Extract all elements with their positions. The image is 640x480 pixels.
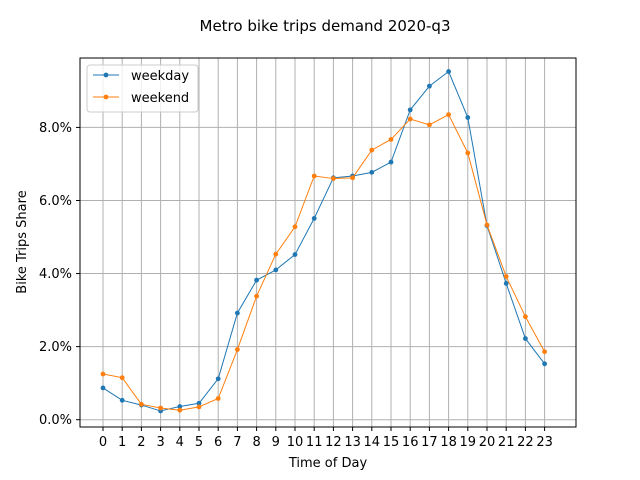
data-point-weekend: [523, 314, 528, 320]
data-point-weekday: [215, 376, 221, 382]
x-tick-label: 4: [176, 435, 184, 450]
x-tick-label: 13: [344, 435, 361, 450]
data-point-weekend: [292, 224, 298, 230]
data-point-weekend: [235, 347, 240, 352]
y-tick-label: 2.0%: [39, 340, 72, 355]
y-tick-label: 6.0%: [39, 194, 72, 209]
legend-label-weekend: weekend: [131, 91, 189, 106]
data-point-weekday: [523, 336, 528, 341]
data-point-weekday: [427, 83, 432, 89]
x-tick-label: 15: [383, 435, 400, 450]
data-point-weekend: [503, 274, 509, 279]
x-tick-label: 1: [118, 435, 126, 450]
x-tick-label: 7: [233, 435, 241, 450]
grid-lines: [80, 58, 576, 427]
data-point-weekend: [254, 293, 259, 299]
x-tick-label: 17: [421, 435, 438, 450]
x-tick-label: 12: [325, 435, 342, 450]
data-point-weekday: [254, 277, 259, 283]
y-axis-title: Bike Trips Share: [15, 190, 30, 293]
x-tick-label: 6: [214, 435, 222, 450]
data-point-weekday: [119, 397, 125, 403]
data-point-weekend: [542, 349, 547, 355]
plot-frame: [79, 57, 577, 428]
legend-marker-weekday: [103, 72, 109, 78]
data-point-weekday: [311, 215, 317, 221]
data-point-weekend: [311, 173, 317, 179]
data-point-weekend: [465, 150, 471, 156]
x-tick-label: 10: [287, 435, 304, 450]
x-tick-label: 21: [498, 435, 515, 450]
data-point-weekend: [158, 405, 164, 411]
data-point-weekend: [196, 404, 202, 410]
x-axis-title: Time of Day: [288, 456, 368, 471]
y-tick-label: 8.0%: [39, 121, 72, 136]
x-tick-label: 2: [137, 435, 145, 450]
x-tick-label: 16: [402, 435, 419, 450]
data-point-weekday: [292, 252, 298, 257]
x-tick-label: 0: [99, 435, 107, 450]
data-point-weekday: [369, 169, 375, 175]
data-point-weekday: [503, 281, 509, 286]
y-tick-label: 4.0%: [39, 267, 72, 282]
series-line-weekend: [102, 113, 546, 411]
data-point-weekend: [388, 137, 394, 142]
x-tick-label: 9: [272, 435, 280, 450]
x-tick-label: 5: [195, 435, 203, 450]
data-point-weekend: [446, 112, 451, 118]
data-point-weekday: [446, 69, 451, 74]
data-point-weekend: [273, 251, 279, 257]
data-point-weekday: [407, 107, 413, 113]
legend: weekday weekend: [86, 64, 199, 113]
series-layer: [100, 69, 547, 414]
data-point-weekday: [388, 159, 394, 165]
data-point-weekend: [139, 401, 144, 407]
x-tick-label: 18: [440, 435, 457, 450]
data-point-weekend: [484, 222, 490, 228]
data-point-weekend: [177, 407, 183, 413]
legend-marker-weekend: [103, 94, 109, 100]
x-tick-label: 23: [536, 435, 553, 450]
data-point-weekend: [369, 147, 375, 153]
data-point-weekday: [196, 400, 202, 406]
x-tick-label: 11: [306, 435, 323, 450]
series-line-weekday: [102, 70, 545, 412]
data-point-weekend: [331, 176, 336, 181]
data-point-weekend: [427, 122, 432, 128]
x-tick-label: 20: [479, 435, 496, 450]
data-point-weekend: [119, 375, 125, 381]
y-axis-ticks: 0.0% 2.0% 4.0% 6.0% 8.0%: [39, 121, 80, 428]
data-point-weekday: [235, 310, 240, 316]
legend-box: [86, 64, 199, 113]
data-point-weekend: [407, 116, 413, 122]
data-point-weekend: [350, 175, 355, 181]
x-tick-label: 19: [460, 435, 477, 450]
y-tick-label: 0.0%: [39, 413, 72, 428]
data-point-weekend: [100, 371, 106, 377]
x-tick-label: 22: [517, 435, 534, 450]
x-tick-label: 3: [156, 435, 164, 450]
data-point-weekday: [542, 361, 547, 367]
data-point-weekday: [465, 115, 471, 120]
chart-title: Metro bike trips demand 2020-q3: [200, 17, 451, 35]
data-point-weekday: [100, 385, 106, 391]
data-point-weekday: [273, 267, 279, 273]
x-tick-label: 14: [364, 435, 381, 450]
x-tick-label: 8: [252, 435, 260, 450]
data-point-weekday: [177, 404, 183, 409]
x-axis-ticks: 0 1 2 3 4 5 6 7 8 9 10 11 12 13 14 15 16 17 18 19 20 21 22 23: [99, 427, 553, 450]
legend-label-weekday: weekday: [131, 69, 189, 84]
data-point-weekend: [215, 396, 221, 401]
